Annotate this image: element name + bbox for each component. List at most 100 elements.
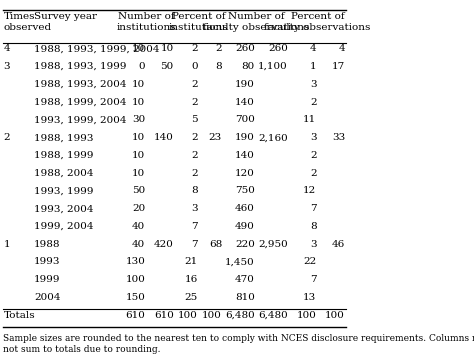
Text: 260: 260 (268, 44, 288, 53)
Text: 2,950: 2,950 (258, 240, 288, 249)
Text: 20: 20 (132, 204, 145, 213)
Text: 1: 1 (3, 240, 10, 249)
Text: 490: 490 (235, 222, 255, 231)
Text: 7: 7 (310, 275, 317, 284)
Text: 10: 10 (132, 44, 145, 53)
Text: 3: 3 (3, 62, 10, 71)
Text: 2: 2 (3, 133, 10, 142)
Text: 470: 470 (235, 275, 255, 284)
Text: 130: 130 (125, 257, 145, 267)
Text: 11: 11 (303, 115, 317, 125)
Text: 100: 100 (297, 311, 317, 320)
Text: 150: 150 (125, 293, 145, 302)
Text: 10: 10 (132, 98, 145, 107)
Text: 1988, 1999: 1988, 1999 (34, 151, 94, 160)
Text: 10: 10 (132, 80, 145, 89)
Text: 23: 23 (209, 133, 222, 142)
Text: 40: 40 (132, 222, 145, 231)
Text: Sample sizes are rounded to the nearest ten to comply with NCES disclosure requi: Sample sizes are rounded to the nearest … (3, 334, 474, 355)
Text: 21: 21 (185, 257, 198, 267)
Text: 50: 50 (132, 187, 145, 195)
Text: 10: 10 (132, 169, 145, 178)
Text: 3: 3 (191, 204, 198, 213)
Text: 1993, 2004: 1993, 2004 (34, 204, 94, 213)
Text: 17: 17 (332, 62, 345, 71)
Text: Number of
institutions: Number of institutions (117, 12, 176, 32)
Text: 10: 10 (132, 133, 145, 142)
Text: 10: 10 (161, 44, 174, 53)
Text: 25: 25 (185, 293, 198, 302)
Text: Percent of
faculty observations: Percent of faculty observations (264, 12, 371, 32)
Text: 1988, 1999, 2004: 1988, 1999, 2004 (34, 98, 127, 107)
Text: 1988, 1993: 1988, 1993 (34, 133, 94, 142)
Text: 700: 700 (235, 115, 255, 125)
Text: 1999, 2004: 1999, 2004 (34, 222, 94, 231)
Text: 16: 16 (185, 275, 198, 284)
Text: 3: 3 (310, 133, 317, 142)
Text: 190: 190 (235, 80, 255, 89)
Text: 100: 100 (325, 311, 345, 320)
Text: 140: 140 (154, 133, 174, 142)
Text: 1993: 1993 (34, 257, 61, 267)
Text: 7: 7 (191, 222, 198, 231)
Text: 120: 120 (235, 169, 255, 178)
Text: 1993, 1999: 1993, 1999 (34, 187, 94, 195)
Text: 220: 220 (235, 240, 255, 249)
Text: 3: 3 (310, 240, 317, 249)
Text: 1988, 1993, 1999, 2004: 1988, 1993, 1999, 2004 (34, 44, 160, 53)
Text: 140: 140 (235, 151, 255, 160)
Text: 460: 460 (235, 204, 255, 213)
Text: 2: 2 (310, 98, 317, 107)
Text: 260: 260 (235, 44, 255, 53)
Text: 2: 2 (310, 169, 317, 178)
Text: 1993, 1999, 2004: 1993, 1999, 2004 (34, 115, 127, 125)
Text: 100: 100 (202, 311, 222, 320)
Text: 1: 1 (310, 62, 317, 71)
Text: 4: 4 (338, 44, 345, 53)
Text: 80: 80 (242, 62, 255, 71)
Text: 46: 46 (332, 240, 345, 249)
Text: 2: 2 (191, 133, 198, 142)
Text: Survey year: Survey year (34, 12, 97, 21)
Text: 5: 5 (191, 115, 198, 125)
Text: 4: 4 (310, 44, 317, 53)
Text: 30: 30 (132, 115, 145, 125)
Text: 12: 12 (303, 187, 317, 195)
Text: 33: 33 (332, 133, 345, 142)
Text: 2: 2 (191, 80, 198, 89)
Text: 2: 2 (310, 151, 317, 160)
Text: Number of
faculty observations: Number of faculty observations (203, 12, 309, 32)
Text: 6,480: 6,480 (258, 311, 288, 320)
Text: 8: 8 (191, 187, 198, 195)
Text: Percent of
institutions: Percent of institutions (169, 12, 229, 32)
Text: 1988, 1993, 1999: 1988, 1993, 1999 (34, 62, 127, 71)
Text: 4: 4 (3, 44, 10, 53)
Text: 6,480: 6,480 (225, 311, 255, 320)
Text: 13: 13 (303, 293, 317, 302)
Text: 190: 190 (235, 133, 255, 142)
Text: 420: 420 (154, 240, 174, 249)
Text: 40: 40 (132, 240, 145, 249)
Text: 610: 610 (154, 311, 174, 320)
Text: 68: 68 (209, 240, 222, 249)
Text: 10: 10 (132, 151, 145, 160)
Text: 1988, 2004: 1988, 2004 (34, 169, 94, 178)
Text: 1988: 1988 (34, 240, 61, 249)
Text: 50: 50 (161, 62, 174, 71)
Text: 2: 2 (191, 151, 198, 160)
Text: 2: 2 (215, 44, 222, 53)
Text: 2,160: 2,160 (258, 133, 288, 142)
Text: 100: 100 (125, 275, 145, 284)
Text: 100: 100 (178, 311, 198, 320)
Text: 810: 810 (235, 293, 255, 302)
Text: 0: 0 (138, 62, 145, 71)
Text: 140: 140 (235, 98, 255, 107)
Text: 8: 8 (310, 222, 317, 231)
Text: 1999: 1999 (34, 275, 61, 284)
Text: Totals: Totals (3, 311, 35, 320)
Text: 2: 2 (191, 44, 198, 53)
Text: 8: 8 (215, 62, 222, 71)
Text: Times
observed: Times observed (3, 12, 52, 32)
Text: 22: 22 (303, 257, 317, 267)
Text: 610: 610 (125, 311, 145, 320)
